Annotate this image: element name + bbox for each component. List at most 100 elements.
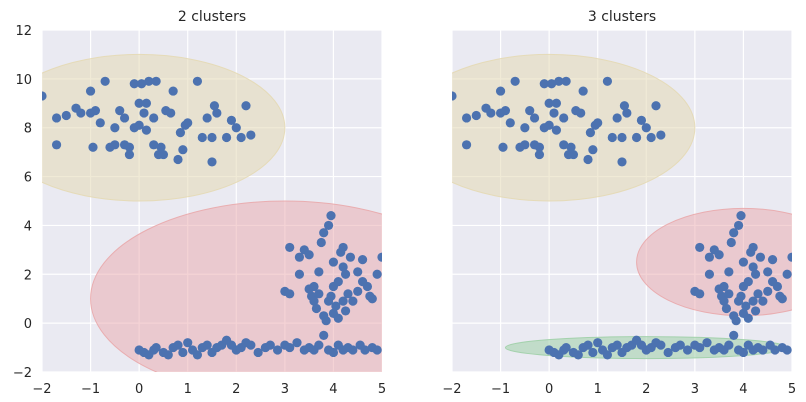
x-tick-label: −1 — [81, 382, 100, 397]
data-point — [559, 113, 569, 123]
data-point — [583, 154, 593, 165]
x-tick-label: 5 — [378, 382, 386, 397]
x-tick-label: 2 — [642, 382, 650, 397]
data-point — [748, 262, 758, 272]
data-point — [726, 237, 736, 248]
data-point — [486, 108, 496, 118]
data-point — [207, 132, 217, 143]
data-point — [729, 330, 739, 340]
data-point — [682, 345, 693, 355]
cluster-ellipse-1 — [42, 53, 286, 202]
data-point — [134, 120, 144, 130]
data-point — [348, 296, 358, 306]
data-point — [168, 86, 178, 96]
data-point — [314, 289, 324, 299]
data-point — [534, 149, 545, 160]
data-point — [372, 345, 382, 355]
data-point — [149, 113, 159, 123]
data-point — [714, 250, 724, 260]
data-point — [134, 98, 144, 108]
data-point — [695, 242, 705, 253]
data-point — [568, 149, 579, 160]
x-tick-label: 3 — [691, 382, 699, 397]
data-point — [119, 113, 130, 123]
data-point — [231, 123, 241, 133]
data-point — [340, 269, 351, 279]
data-point — [144, 76, 154, 86]
data-point — [520, 140, 530, 150]
data-point — [724, 289, 734, 299]
data-point — [202, 113, 212, 123]
x-tick-label: 5 — [788, 382, 796, 397]
data-point — [175, 128, 186, 138]
data-point — [551, 125, 562, 135]
data-point — [110, 140, 120, 150]
data-point — [333, 313, 343, 323]
data-point — [452, 91, 457, 101]
data-point — [309, 296, 319, 306]
data-point — [663, 347, 673, 358]
data-point — [733, 220, 744, 231]
data-point — [775, 291, 785, 301]
data-point — [328, 257, 339, 267]
data-point — [525, 106, 535, 116]
data-point — [100, 76, 110, 86]
data-point — [353, 267, 363, 277]
data-point — [495, 86, 506, 96]
data-point — [115, 106, 125, 116]
data-point — [675, 340, 685, 350]
data-point — [534, 142, 545, 152]
data-point — [292, 338, 302, 348]
data-point — [178, 347, 188, 358]
data-point — [178, 145, 188, 155]
data-point — [51, 140, 62, 150]
data-point — [294, 269, 305, 279]
data-point — [544, 120, 554, 130]
data-point — [321, 316, 331, 326]
data-point — [331, 301, 341, 311]
data-point — [704, 269, 715, 279]
data-point — [585, 128, 596, 138]
data-point — [561, 76, 571, 86]
data-point — [151, 342, 161, 353]
data-point — [520, 123, 530, 133]
data-point — [743, 277, 753, 287]
data-point — [619, 101, 630, 111]
data-point — [362, 281, 373, 292]
data-point — [141, 98, 152, 108]
data-point — [51, 113, 62, 123]
data-point — [612, 113, 622, 123]
data-point — [221, 132, 232, 143]
x-tick-label: 1 — [184, 382, 192, 397]
data-point — [90, 106, 101, 116]
data-point — [166, 108, 176, 118]
data-point — [695, 342, 705, 353]
data-point — [782, 269, 792, 279]
data-point — [348, 345, 358, 355]
x-tick-label: 2 — [232, 382, 240, 397]
data-point — [326, 291, 336, 301]
data-point — [343, 289, 353, 299]
data-point — [583, 340, 593, 350]
data-point — [212, 108, 222, 118]
data-point — [736, 291, 746, 301]
data-point — [124, 142, 135, 152]
x-tick-label: 0 — [545, 382, 553, 397]
data-point — [461, 140, 472, 150]
y-tick-label: 4 — [24, 219, 32, 234]
data-point — [617, 157, 627, 167]
data-point — [588, 145, 598, 155]
data-point — [593, 118, 603, 128]
data-point — [593, 338, 603, 348]
data-point — [372, 269, 382, 279]
data-point — [149, 140, 159, 150]
data-point — [338, 262, 348, 272]
data-point — [110, 123, 120, 133]
data-point — [345, 252, 356, 262]
data-point — [360, 345, 370, 355]
chart-title: 2 clusters — [178, 9, 246, 25]
data-point — [651, 101, 661, 111]
data-point — [285, 289, 295, 299]
data-point — [738, 257, 749, 267]
cluster-ellipse-1 — [452, 53, 696, 202]
